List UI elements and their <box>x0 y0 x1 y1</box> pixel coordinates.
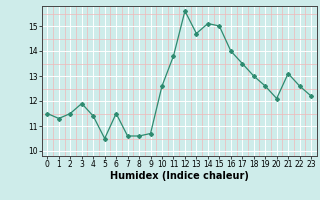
X-axis label: Humidex (Indice chaleur): Humidex (Indice chaleur) <box>110 171 249 181</box>
